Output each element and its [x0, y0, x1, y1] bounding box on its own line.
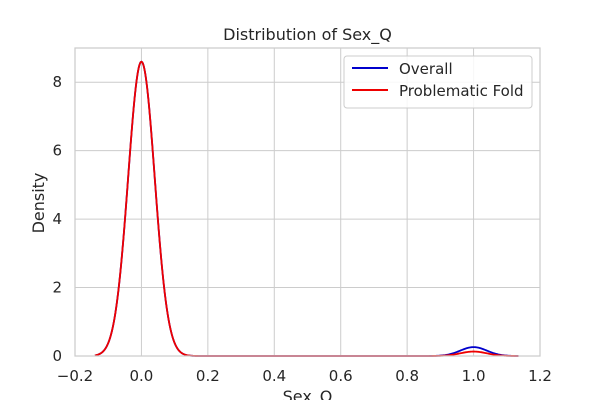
x-tick-label: 0.6 — [329, 367, 353, 385]
y-tick-label: 8 — [52, 73, 62, 91]
legend-label-overall: Overall — [399, 60, 453, 78]
y-ticks: 0 2 4 6 8 — [52, 73, 62, 365]
legend: Overall Problematic Fold — [343, 55, 533, 109]
legend-label-problematic-fold: Problematic Fold — [399, 82, 524, 100]
legend-box — [343, 55, 533, 109]
y-tick-label: 0 — [52, 347, 62, 365]
chart-title: Distribution of Sex_Q — [223, 25, 392, 45]
x-tick-label: 1.0 — [462, 367, 486, 385]
y-tick-label: 4 — [52, 210, 62, 228]
x-tick-label: 0.0 — [129, 367, 153, 385]
plot-frame — [74, 47, 541, 357]
x-axis-label: Sex_Q — [283, 387, 333, 400]
x-tick-label: −0.2 — [57, 367, 93, 385]
x-tick-label: 0.8 — [395, 367, 419, 385]
x-ticks: −0.2 0.0 0.2 0.4 0.6 0.8 1.0 1.2 — [57, 367, 552, 385]
y-axis-label: Density — [29, 173, 48, 234]
y-tick-label: 2 — [52, 279, 62, 297]
x-tick-label: 0.4 — [262, 367, 286, 385]
x-tick-label: 1.2 — [528, 367, 552, 385]
y-tick-label: 6 — [52, 142, 62, 160]
x-tick-label: 0.2 — [196, 367, 220, 385]
